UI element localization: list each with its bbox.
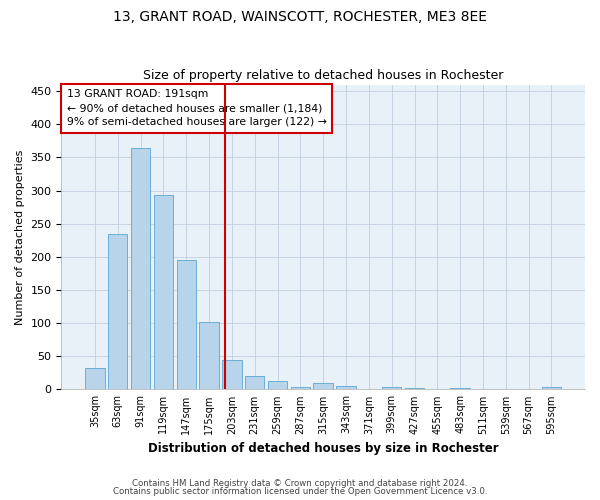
X-axis label: Distribution of detached houses by size in Rochester: Distribution of detached houses by size … [148,442,499,455]
Bar [131,148,150,390]
Bar [85,368,104,390]
Text: 13, GRANT ROAD, WAINSCOTT, ROCHESTER, ME3 8EE: 13, GRANT ROAD, WAINSCOTT, ROCHESTER, ME… [113,10,487,24]
Bar [268,381,287,390]
Bar [176,260,196,390]
Bar [222,360,242,390]
Bar [313,383,333,390]
Bar [451,388,470,390]
Y-axis label: Number of detached properties: Number of detached properties [15,150,25,324]
Bar [382,387,401,390]
Text: Contains HM Land Registry data © Crown copyright and database right 2024.: Contains HM Land Registry data © Crown c… [132,478,468,488]
Bar [199,322,219,390]
Bar [337,386,356,390]
Bar [108,234,127,390]
Bar [154,195,173,390]
Title: Size of property relative to detached houses in Rochester: Size of property relative to detached ho… [143,69,503,82]
Text: 13 GRANT ROAD: 191sqm
← 90% of detached houses are smaller (1,184)
9% of semi-de: 13 GRANT ROAD: 191sqm ← 90% of detached … [67,89,326,127]
Bar [290,387,310,390]
Bar [542,388,561,390]
Bar [245,376,265,390]
Bar [405,388,424,390]
Text: Contains public sector information licensed under the Open Government Licence v3: Contains public sector information licen… [113,487,487,496]
